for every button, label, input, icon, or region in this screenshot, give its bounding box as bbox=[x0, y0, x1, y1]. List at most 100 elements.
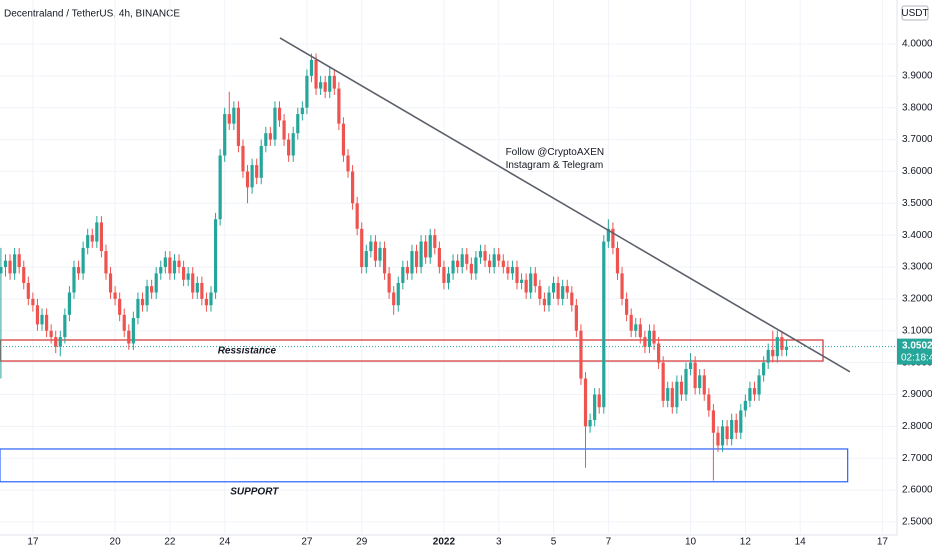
candle-body bbox=[538, 286, 542, 299]
candle-body bbox=[405, 267, 409, 274]
y-tick-label: 3.4000 bbox=[902, 230, 932, 241]
x-tick-label: 17 bbox=[877, 537, 889, 548]
candle-body bbox=[460, 254, 464, 268]
candle-body bbox=[762, 362, 766, 376]
candle-body bbox=[277, 107, 282, 121]
candle-body bbox=[323, 82, 327, 92]
candle-body bbox=[579, 330, 583, 379]
candle-body bbox=[647, 330, 652, 347]
candle-body bbox=[606, 228, 610, 242]
candle-body bbox=[145, 286, 149, 306]
candle-body bbox=[757, 375, 761, 395]
candle-body bbox=[506, 267, 510, 274]
candle-body bbox=[629, 314, 633, 331]
candle-body bbox=[213, 219, 218, 293]
y-tick-label: 3.7000 bbox=[902, 134, 932, 145]
candle-body bbox=[675, 381, 679, 408]
candle-body bbox=[401, 267, 405, 283]
candle-body bbox=[570, 292, 574, 306]
candle-body bbox=[296, 114, 300, 134]
candle-body bbox=[693, 362, 697, 389]
candle-body bbox=[204, 298, 209, 306]
x-tick-label: 2022 bbox=[433, 537, 456, 548]
candle-body bbox=[414, 251, 419, 268]
candle-body bbox=[716, 432, 720, 446]
candle-body bbox=[95, 222, 99, 242]
candle-body bbox=[643, 337, 647, 347]
candle-body bbox=[437, 247, 441, 268]
candle-body bbox=[17, 254, 21, 268]
candle-body bbox=[396, 282, 400, 306]
candle-body bbox=[524, 279, 528, 293]
candle-body bbox=[72, 267, 76, 293]
candle-body bbox=[720, 426, 725, 446]
y-tick-label: 2.8000 bbox=[902, 421, 932, 432]
candle-body bbox=[332, 75, 336, 89]
candle-body bbox=[542, 298, 547, 306]
candle-body bbox=[588, 419, 592, 427]
candle-body bbox=[433, 235, 437, 248]
candle-body bbox=[780, 337, 784, 350]
candle-body bbox=[200, 282, 204, 299]
candle-body bbox=[428, 235, 432, 258]
candle-body bbox=[300, 107, 304, 115]
y-tick-label: 3.6000 bbox=[902, 166, 932, 177]
candle-body bbox=[99, 222, 103, 252]
candle-body bbox=[241, 145, 245, 172]
candle-body bbox=[140, 298, 145, 306]
last-price: 3.0502 bbox=[902, 340, 932, 351]
y-tick-label: 2.5000 bbox=[902, 517, 932, 528]
candle-body bbox=[40, 314, 44, 325]
zone-label: SUPPORT bbox=[230, 486, 279, 497]
candle-body bbox=[245, 171, 250, 188]
candle-body bbox=[501, 260, 505, 268]
candle-body bbox=[81, 247, 85, 274]
candle-body bbox=[58, 337, 62, 347]
candle-body bbox=[172, 260, 177, 274]
candle-body bbox=[291, 133, 295, 156]
candle-body bbox=[424, 241, 428, 258]
candle-body bbox=[597, 394, 601, 408]
candle-body bbox=[725, 426, 729, 440]
y-tick-label: 3.3000 bbox=[902, 262, 932, 273]
candle-body bbox=[76, 267, 81, 274]
candle-body bbox=[533, 273, 537, 287]
candle-body bbox=[656, 343, 661, 363]
candle-body bbox=[22, 267, 26, 283]
y-tick-label: 3.8000 bbox=[902, 102, 932, 113]
candle-body bbox=[593, 394, 597, 420]
candle-body bbox=[346, 155, 350, 172]
y-tick-label: 2.6000 bbox=[902, 485, 932, 496]
y-tick-label: 3.1000 bbox=[902, 325, 932, 336]
currency-box bbox=[901, 5, 929, 21]
candle-body bbox=[309, 59, 314, 76]
candle-body bbox=[698, 375, 702, 389]
trendline bbox=[279, 37, 851, 373]
candle-body bbox=[684, 368, 688, 395]
candle-body bbox=[287, 139, 291, 156]
candle-body bbox=[264, 133, 268, 146]
y-tick-label: 3.2000 bbox=[902, 294, 932, 305]
candle-body bbox=[634, 324, 638, 331]
candle-body bbox=[766, 349, 770, 363]
candle-body bbox=[118, 298, 122, 315]
candle-body bbox=[44, 314, 49, 331]
candle-body bbox=[730, 419, 734, 440]
candle-body bbox=[86, 235, 90, 248]
candle-body bbox=[661, 362, 665, 401]
candle-body bbox=[529, 273, 533, 293]
x-tick-label: 22 bbox=[164, 537, 176, 548]
countdown: 02:18:45 bbox=[901, 352, 932, 363]
candle-body bbox=[131, 318, 135, 344]
candle-body bbox=[497, 254, 501, 261]
candle-body bbox=[67, 292, 72, 315]
candle-body bbox=[748, 388, 752, 401]
x-tick-label: 12 bbox=[740, 537, 752, 548]
y-tick-label: 3.9000 bbox=[902, 70, 932, 81]
candle-body bbox=[232, 107, 236, 124]
candle-body bbox=[711, 410, 715, 433]
candle-body bbox=[3, 260, 8, 268]
zone bbox=[0, 339, 824, 362]
candle-body bbox=[236, 107, 241, 146]
